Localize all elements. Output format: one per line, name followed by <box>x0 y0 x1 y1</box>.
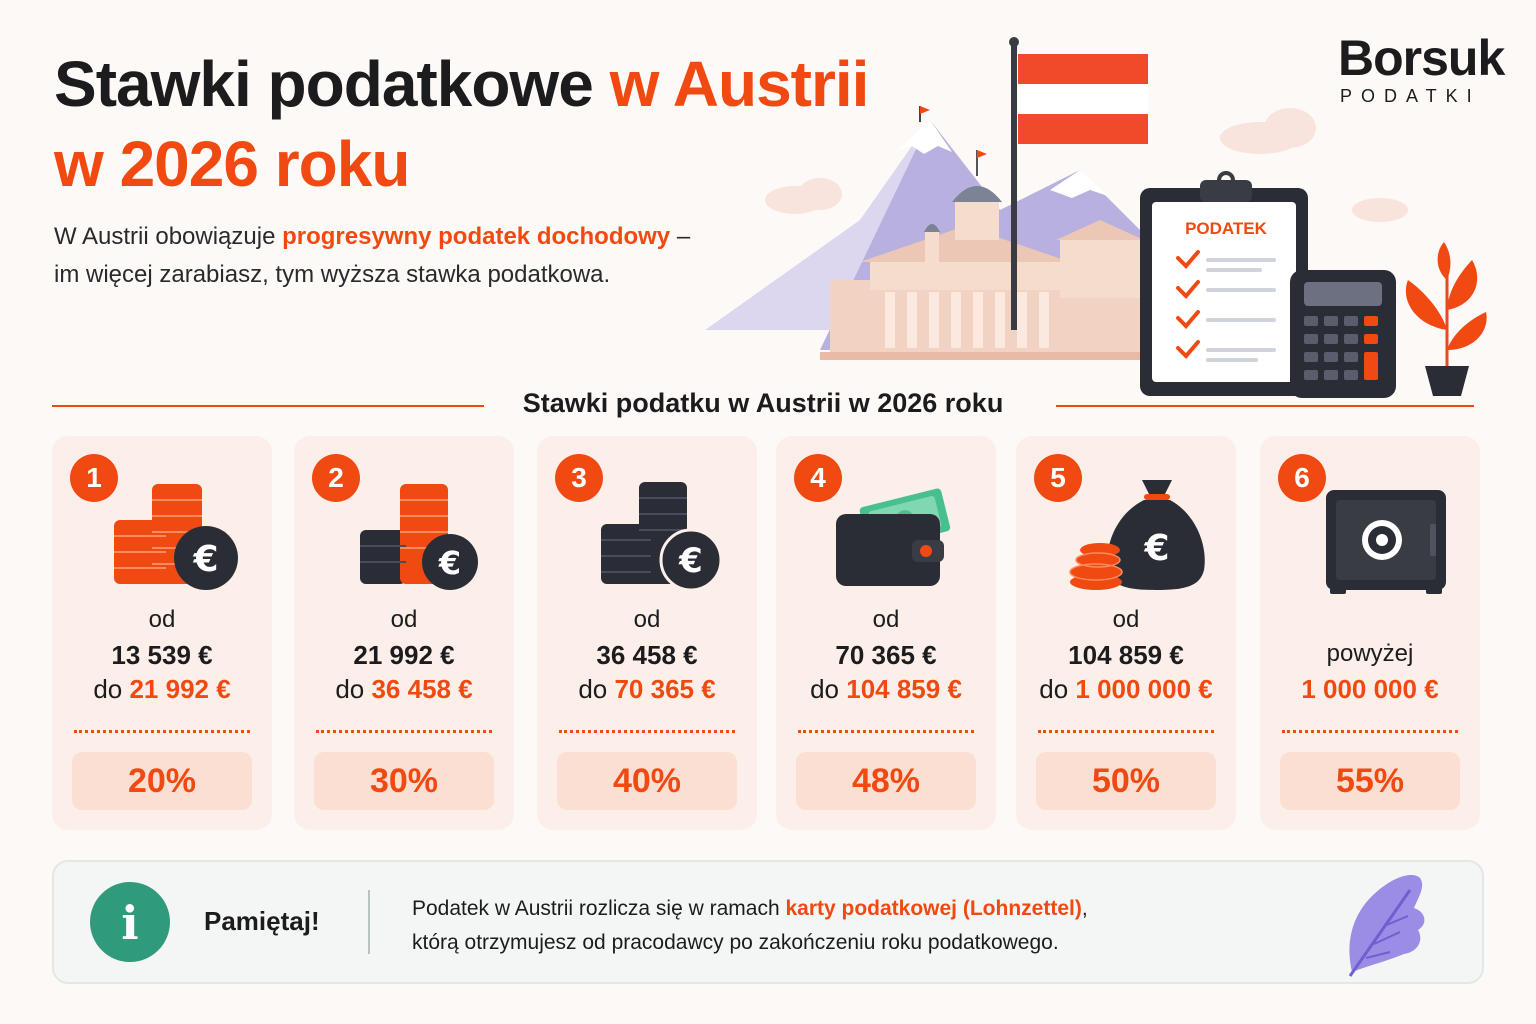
range-to-prefix: do <box>1039 674 1076 704</box>
range-prefix: od <box>1112 606 1140 633</box>
tax-bracket-card: 5 € od 104 859 € do 1 000 000 € 50% <box>1016 436 1236 830</box>
coins-euro-icon: € <box>114 484 238 590</box>
svg-text:€: € <box>678 541 703 581</box>
tax-bracket-card: 2 € od 21 992 € do 36 458 € 30% <box>294 436 514 830</box>
section-line-left <box>52 405 484 407</box>
coins-euro-icon: € <box>601 482 723 592</box>
logo-sub: PODATKI <box>1340 86 1481 106</box>
tax-bracket-card: 1 € od 13 539 € do 21 992 € 20% <box>52 436 272 830</box>
austria-flag-icon <box>1009 37 1148 330</box>
divider <box>798 730 974 733</box>
bracket-number: 3 <box>555 454 603 502</box>
bracket-number: 4 <box>794 454 842 502</box>
range-to: do 104 859 € <box>776 674 996 705</box>
page-title: Stawki podatkowe w Austrii w 2026 roku <box>54 44 870 204</box>
divider <box>559 730 735 733</box>
bracket-number: 6 <box>1278 454 1326 502</box>
range-to-value: 1 000 000 € <box>1301 674 1439 704</box>
section-line-right <box>1056 405 1474 407</box>
intro-part2: – <box>670 223 691 250</box>
range-to-value: 70 365 € <box>614 674 716 704</box>
range-to: do 21 992 € <box>52 674 272 705</box>
note-text-part1: Podatek w Austrii rozlicza się w ramach <box>412 897 786 920</box>
divider <box>1038 730 1214 733</box>
range-to: do 70 365 € <box>537 674 757 705</box>
note-text-part2: , <box>1081 897 1088 920</box>
range-prefix: od <box>633 606 661 633</box>
logo-name: Borsuk <box>1338 30 1505 86</box>
bracket-number: 1 <box>70 454 118 502</box>
range-to-value: 104 859 € <box>846 674 962 704</box>
range-from: 21 992 € <box>353 640 455 670</box>
tax-rate: 48% <box>796 752 976 810</box>
range-to: do 36 458 € <box>294 674 514 705</box>
range-to: 1 000 000 € <box>1260 674 1480 705</box>
cloud-icon <box>765 108 1408 222</box>
range-to-prefix: do <box>810 674 847 704</box>
intro-line2: im więcej zarabiasz, tym wyższa stawka p… <box>54 261 611 288</box>
divider <box>1282 730 1458 733</box>
divider <box>74 730 250 733</box>
section-header: Stawki podatku w Austrii w 2026 roku <box>52 386 1474 426</box>
svg-text:€: € <box>192 539 218 580</box>
tax-rate: 20% <box>72 752 252 810</box>
tax-rate: 40% <box>557 752 737 810</box>
range-to-prefix: do <box>93 674 130 704</box>
info-icon: i <box>90 882 170 962</box>
range-prefix: od <box>148 606 176 633</box>
range-from: powyżej <box>1326 640 1414 667</box>
calculator-icon <box>1290 270 1396 398</box>
intro-text: W Austrii obowiązuje progresywny podatek… <box>54 218 690 294</box>
section-title: Stawki podatku w Austrii w 2026 roku <box>522 388 1004 418</box>
range-to-prefix: do <box>578 674 615 704</box>
info-note: i Pamiętaj! Podatek w Austrii rozlicza s… <box>52 860 1484 984</box>
range-from: 104 859 € <box>1068 640 1184 670</box>
range-from: 13 539 € <box>111 640 213 670</box>
intro-accent: progresywny podatek dochodowy <box>282 223 671 250</box>
note-text-accent: karty podatkowej (Lohnzettel) <box>785 897 1082 920</box>
tax-rate: 50% <box>1036 752 1216 810</box>
range-to-value: 36 458 € <box>371 674 473 704</box>
plant-icon <box>1405 242 1487 396</box>
divider <box>316 730 492 733</box>
bracket-number: 5 <box>1034 454 1082 502</box>
range-prefix: od <box>390 606 418 633</box>
range-prefix: od <box>872 606 900 633</box>
header-illustration: PODATEK <box>705 37 1487 398</box>
bracket-number: 2 <box>312 454 360 502</box>
clipboard-icon: PODATEK <box>1140 171 1308 396</box>
svg-text:€: € <box>438 544 461 582</box>
title-part1: Stawki podatkowe <box>54 48 610 120</box>
range-to-prefix: do <box>335 674 372 704</box>
tax-bracket-card: 6 powyżej 1 000 000 € 55% <box>1260 436 1480 830</box>
brand-logo: Borsuk PODATKI <box>1338 30 1505 107</box>
note-label: Pamiętaj! <box>204 906 320 936</box>
range-to-value: 21 992 € <box>129 674 231 704</box>
note-text-line2: którą otrzymujesz od pracodawcy po zakoń… <box>412 931 1059 954</box>
money-bag-icon: € <box>1069 480 1205 590</box>
clipboard-label: PODATEK <box>1185 219 1268 238</box>
leaf-icon <box>1348 875 1425 977</box>
tax-rate: 55% <box>1280 752 1460 810</box>
coins-euro-icon: € <box>360 484 478 590</box>
range-from: 36 458 € <box>596 640 698 670</box>
note-text: Podatek w Austrii rozlicza się w ramach … <box>412 892 1088 960</box>
svg-text:€: € <box>1143 528 1169 569</box>
note-divider <box>368 890 370 954</box>
range-to-value: 1 000 000 € <box>1075 674 1213 704</box>
intro-part1: W Austrii obowiązuje <box>54 223 283 250</box>
range-to: do 1 000 000 € <box>1016 674 1236 705</box>
tax-bracket-card: 4 od 70 365 € do 104 859 € 48% <box>776 436 996 830</box>
tax-brackets: 1 € od 13 539 € do 21 992 € 20% 2 <box>52 436 1484 830</box>
range-from: 70 365 € <box>835 640 937 670</box>
wallet-icon <box>836 488 951 586</box>
tax-bracket-card: 3 € od 36 458 € do 70 365 € 40% <box>537 436 757 830</box>
title-accent: w Austrii <box>609 48 870 120</box>
safe-icon <box>1326 490 1446 594</box>
title-line2: w 2026 roku <box>54 128 410 200</box>
parliament-icon <box>820 150 1160 360</box>
tax-rate: 30% <box>314 752 494 810</box>
